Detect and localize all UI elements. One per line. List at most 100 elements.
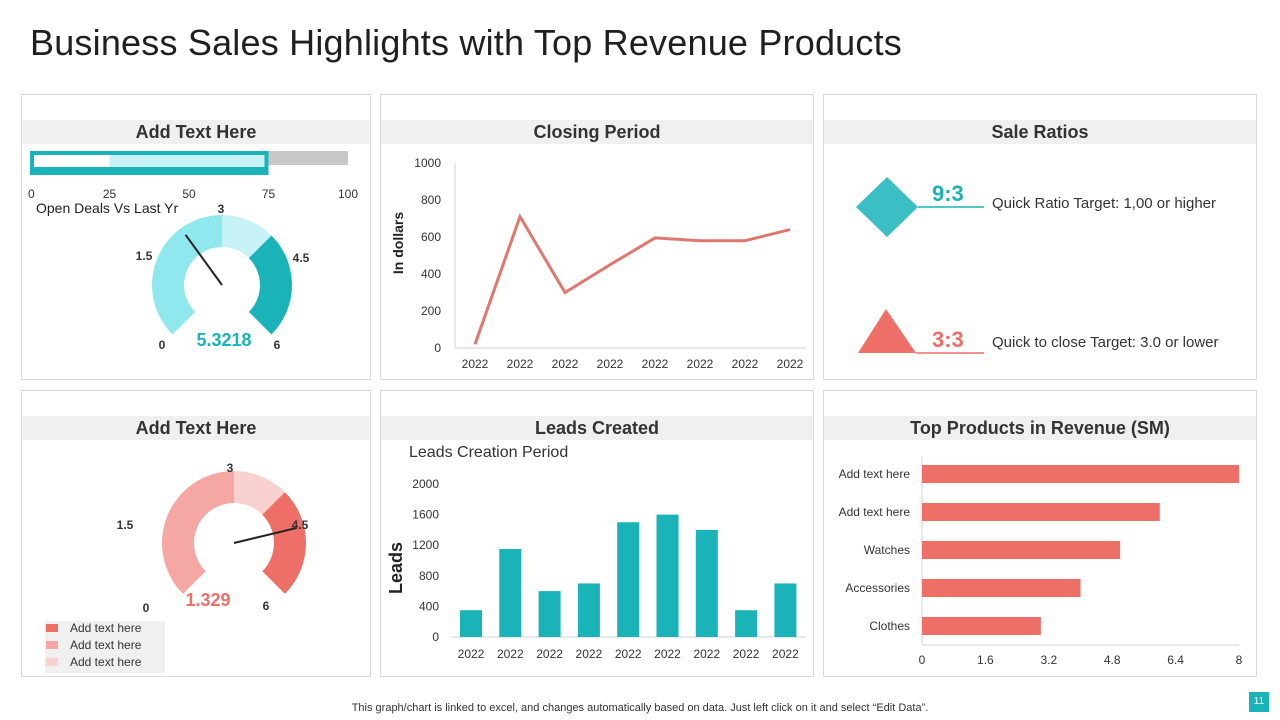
bar — [922, 541, 1121, 559]
x-tick-label: 2022 — [642, 357, 669, 371]
gauge-tick-label: 3 — [218, 202, 225, 216]
x-tick-label: 4.8 — [1104, 653, 1121, 667]
x-tick-label: 2022 — [654, 647, 681, 661]
x-tick-label: 2022 — [693, 647, 720, 661]
y-tick-label: 0 — [434, 341, 441, 355]
gauge-needle — [233, 527, 297, 544]
x-tick-label: 2022 — [576, 647, 603, 661]
y-tick-label: 400 — [419, 599, 439, 613]
progress-tick-label: 25 — [103, 187, 117, 201]
bar — [656, 514, 679, 637]
series-line — [473, 213, 791, 345]
ratio-shapes — [856, 177, 984, 354]
ratio-text: Quick Ratio Target: 1,00 or higher — [992, 195, 1217, 212]
bar — [735, 610, 758, 637]
legend-label: Add text here — [70, 655, 142, 669]
panel-title: Closing Period — [381, 120, 813, 144]
page-title: Business Sales Highlights with Top Reven… — [30, 22, 903, 63]
panel-closing-period: Closing Period 0 200 400 600 800 1000 2022 202… — [380, 94, 814, 380]
x-tick-label: 6.4 — [1167, 653, 1184, 667]
panel-gauge-coral: Add Text Here 0 1.5 3 4.5 6 1.329 Add text he… — [21, 390, 371, 677]
gauge-tick-label: 0 — [159, 338, 166, 352]
panel-title: Leads Created — [381, 416, 813, 440]
gauge-band — [262, 492, 306, 594]
category-label: Add text here — [839, 467, 911, 481]
panel-sale-ratios: Sale Ratios 9:3 Quick Ratio Target: 1,00… — [823, 94, 1257, 380]
gauge-tick-label: 4.5 — [293, 251, 310, 265]
gauge-tick-label: 1.5 — [136, 249, 153, 263]
diamond-icon — [856, 177, 918, 237]
x-tick-label: 2022 — [777, 357, 804, 371]
closing-period-chart[interactable]: 0 200 400 600 800 1000 2022 2022 2022 2022 2022 20… — [381, 95, 815, 381]
progress-gauge-svg[interactable]: 0 25 50 75 100 0 1.5 3 4.5 6 5.3218 — [22, 95, 372, 381]
panel-title: Add Text Here — [22, 416, 370, 440]
gauge-value: 5.3218 — [196, 330, 251, 350]
x-tick-label: 2022 — [615, 647, 642, 661]
panel-leads-created: Leads Created Leads Creation Period 0 400… — [380, 390, 814, 677]
x-tick-label: 2022 — [772, 647, 799, 661]
footer-note: This graph/chart is linked to excel, and… — [351, 702, 929, 714]
y-tick-label: 1200 — [412, 538, 439, 552]
bar — [617, 522, 640, 637]
gauge-tick-label: 3 — [227, 461, 234, 475]
bar — [538, 591, 561, 637]
x-tick-label: 2022 — [733, 647, 760, 661]
bar — [922, 617, 1041, 635]
x-tick-label: 2022 — [732, 357, 759, 371]
gauge-value: 1.329 — [185, 590, 230, 610]
legend-label: Add text here — [70, 621, 142, 635]
y-tick-label: 0 — [432, 630, 439, 644]
ratio-text: Quick to close Target: 3.0 or lower — [992, 334, 1219, 351]
bar — [577, 583, 600, 637]
y-axis-label: In dollars — [390, 212, 406, 274]
page-number: 11 — [1249, 692, 1269, 712]
bar — [460, 610, 482, 637]
category-label: Accessories — [845, 581, 910, 595]
gauge-band — [248, 235, 292, 335]
chart-subtitle: Leads Creation Period — [409, 444, 569, 461]
category-label: Clothes — [869, 619, 910, 633]
bar — [499, 549, 522, 637]
top-products-chart[interactable]: Add text here Add text here Watches Accesso… — [824, 391, 1258, 678]
x-tick-label: 8 — [1236, 653, 1243, 667]
progress-tick-label: 0 — [28, 187, 35, 201]
bar — [774, 583, 797, 637]
y-tick-label: 400 — [421, 267, 441, 281]
legend-swatch — [46, 641, 58, 649]
progress-bar-inner-fill — [34, 155, 110, 167]
y-tick-label: 1000 — [414, 156, 441, 170]
y-tick-label: 800 — [419, 569, 439, 583]
x-tick-label: 2022 — [687, 357, 714, 371]
gauge-band — [152, 215, 222, 335]
coral-gauge-svg[interactable]: 0 1.5 3 4.5 6 1.329 Add text here Add text he… — [22, 391, 372, 678]
bar — [695, 529, 718, 637]
x-tick-label: 2022 — [507, 357, 534, 371]
legend-swatch — [46, 624, 58, 632]
x-tick-label: 2022 — [597, 357, 624, 371]
y-tick-label: 1600 — [412, 508, 439, 522]
panel-open-deals: Add Text Here 0 25 50 75 100 0 1.5 3 4.5 6 5.3218… — [21, 94, 371, 380]
panel-title: Sale Ratios — [824, 120, 1256, 144]
bar — [922, 503, 1160, 521]
ratio-value: 9:3 — [932, 181, 964, 206]
x-tick-label: 2022 — [458, 647, 485, 661]
bar — [922, 465, 1239, 483]
gauge-tick-label: 0 — [143, 601, 150, 615]
y-tick-label: 800 — [421, 193, 441, 207]
x-tick-label: 3.2 — [1040, 653, 1057, 667]
ratio-value: 3:3 — [932, 327, 964, 352]
progress-tick-label: 50 — [182, 187, 196, 201]
progress-tick-label: 75 — [262, 187, 276, 201]
y-axis-label: Leads — [386, 542, 406, 594]
x-tick-label: 1.6 — [977, 653, 994, 667]
triangle-icon — [858, 309, 916, 353]
y-tick-label: 200 — [421, 304, 441, 318]
x-tick-label: 2022 — [536, 647, 563, 661]
x-tick-label: 0 — [919, 653, 926, 667]
gauge-tick-label: 6 — [263, 599, 270, 613]
gauge-band — [234, 471, 285, 515]
gauge-tick-label: 1.5 — [117, 518, 134, 532]
leads-chart[interactable]: 0 400 800 1200 1600 2000 2022 2022 2022 2022 2022… — [381, 391, 815, 678]
y-tick-label: 600 — [421, 230, 441, 244]
legend-label: Add text here — [70, 638, 142, 652]
